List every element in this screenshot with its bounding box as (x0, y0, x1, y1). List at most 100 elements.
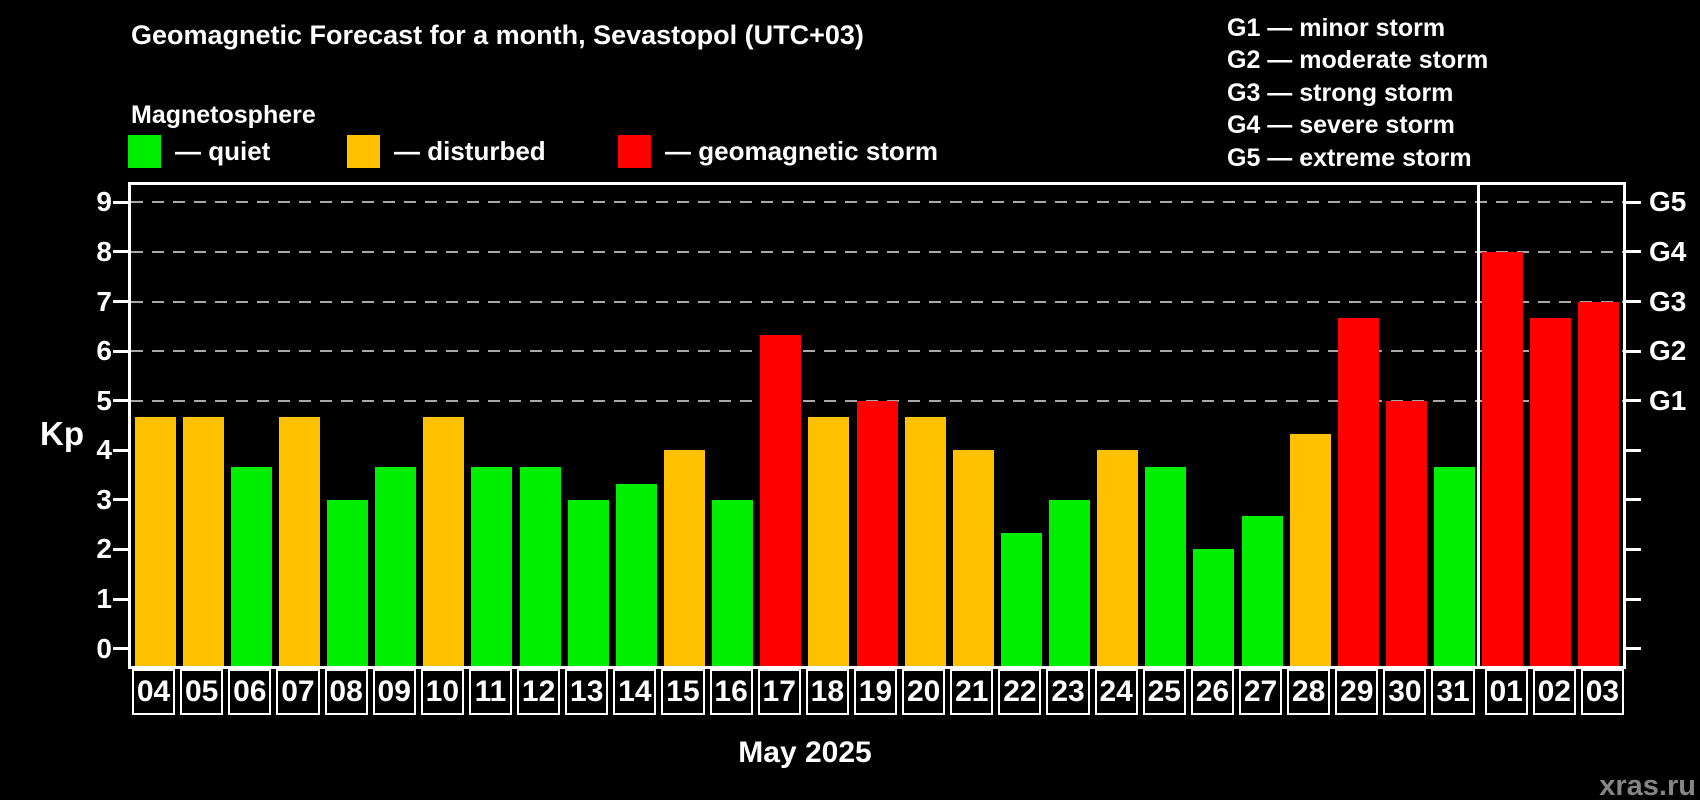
watermark: xras.ru (1599, 770, 1696, 800)
grid-line-kp-5 (131, 399, 1623, 402)
left-tick-kp-2 (113, 547, 129, 551)
right-tick-kp-3 (1625, 498, 1641, 502)
x-day-box-06: 06 (228, 669, 272, 715)
left-tick-kp-9 (113, 200, 129, 204)
chart-subtitle: Magnetosphere (131, 101, 316, 129)
left-tick-kp-5 (113, 399, 129, 403)
g-legend-line-g5: G5 — extreme storm (1227, 143, 1472, 172)
bar-day-30 (1385, 400, 1427, 666)
legend-label: — disturbed (394, 136, 546, 166)
left-tick-kp-6 (113, 349, 129, 353)
g-legend-line-g2: G2 — moderate storm (1227, 46, 1489, 75)
y-tick-label-2: 2 (96, 533, 112, 565)
page-title: Geomagnetic Forecast for a month, Sevast… (131, 20, 864, 50)
left-tick-kp-8 (113, 250, 129, 254)
left-tick-kp-4 (113, 448, 129, 452)
x-day-box-26: 26 (1190, 669, 1234, 715)
x-day-box-23: 23 (1046, 669, 1090, 715)
x-day-box-22: 22 (998, 669, 1042, 715)
bar-day-19 (856, 400, 898, 666)
bar-day-04 (134, 417, 176, 666)
storm-color-swatch (618, 135, 651, 168)
right-tick-kp-6 (1625, 349, 1641, 353)
right-tick-kp-7 (1625, 300, 1641, 304)
legend-label: — geomagnetic storm (665, 136, 939, 166)
g-legend-line-g3: G3 — strong storm (1227, 78, 1454, 107)
g-level-label-g3: G3 (1649, 285, 1687, 317)
bar-day-09 (375, 466, 417, 666)
bar-day-03 (1578, 301, 1620, 666)
x-day-box-18: 18 (805, 669, 849, 715)
bar-day-08 (327, 499, 369, 666)
bar-day-16 (712, 499, 754, 666)
grid-line-kp-6 (131, 350, 1623, 353)
right-tick-kp-4 (1625, 448, 1641, 452)
bar-day-12 (519, 466, 561, 666)
x-day-box-17: 17 (757, 669, 801, 715)
bar-day-21 (952, 450, 994, 666)
g-level-label-g4: G4 (1649, 235, 1687, 267)
x-day-box-16: 16 (709, 669, 753, 715)
bar-day-17 (760, 334, 802, 666)
bar-day-07 (278, 417, 320, 666)
x-day-box-12: 12 (517, 669, 561, 715)
x-day-box-24: 24 (1094, 669, 1138, 715)
bar-day-06 (230, 466, 272, 666)
x-day-box-27: 27 (1238, 669, 1283, 715)
bar-day-31 (1434, 466, 1476, 666)
right-tick-kp-8 (1625, 250, 1641, 254)
bar-day-05 (182, 417, 224, 666)
left-tick-kp-7 (113, 300, 129, 304)
g-legend-line-g1: G1 — minor storm (1227, 14, 1446, 42)
x-day-box-02: 02 (1532, 669, 1576, 715)
bar-day-23 (1049, 499, 1091, 666)
y-tick-label-9: 9 (96, 186, 112, 218)
grid-line-kp-7 (131, 300, 1623, 303)
bar-day-14 (615, 483, 657, 666)
disturbed-color-swatch (347, 135, 380, 168)
g-scale-legend: G1 — minor storm G2 — moderate storm G3 … (1227, 12, 1488, 174)
bar-day-02 (1530, 317, 1572, 666)
right-tick-kp-0 (1625, 647, 1641, 651)
x-day-box-30: 30 (1383, 669, 1427, 715)
bar-day-28 (1289, 433, 1331, 666)
x-day-box-31: 31 (1431, 669, 1475, 715)
legend-item-disturbed: — disturbed (347, 135, 546, 168)
month-divider-line (1477, 185, 1481, 666)
y-tick-label-7: 7 (96, 285, 112, 317)
legend-label: — quiet (175, 136, 271, 166)
x-day-box-13: 13 (565, 669, 609, 715)
bar-day-18 (808, 417, 850, 666)
right-tick-kp-5 (1625, 399, 1641, 403)
plot-frame (128, 182, 1626, 669)
bar-day-26 (1193, 549, 1235, 666)
bar-day-25 (1145, 466, 1187, 666)
left-tick-kp-0 (113, 647, 129, 651)
g-level-label-g2: G2 (1649, 335, 1687, 367)
legend-item-storm: — geomagnetic storm (618, 135, 938, 168)
bar-day-24 (1097, 450, 1139, 666)
x-day-box-07: 07 (276, 669, 320, 715)
bar-day-15 (663, 450, 705, 666)
x-day-box-10: 10 (420, 669, 464, 715)
x-day-box-29: 29 (1335, 669, 1379, 715)
x-day-box-03: 03 (1580, 669, 1624, 715)
right-tick-kp-1 (1625, 597, 1641, 601)
right-tick-kp-9 (1625, 200, 1641, 204)
y-tick-label-5: 5 (96, 384, 112, 416)
bar-day-27 (1241, 516, 1283, 666)
bar-day-29 (1337, 317, 1379, 666)
bar-day-20 (904, 417, 946, 666)
bar-day-22 (1000, 533, 1042, 666)
quiet-color-swatch (128, 135, 161, 168)
x-day-box-28: 28 (1287, 669, 1331, 715)
x-day-box-05: 05 (180, 669, 224, 715)
plot-area (131, 185, 1623, 666)
x-day-box-01: 01 (1484, 669, 1528, 715)
bar-day-01 (1482, 251, 1524, 666)
x-day-box-08: 08 (324, 669, 368, 715)
g-level-label-g1: G1 (1649, 384, 1687, 416)
g-level-label-g5: G5 (1649, 186, 1687, 218)
bar-day-13 (567, 499, 609, 666)
